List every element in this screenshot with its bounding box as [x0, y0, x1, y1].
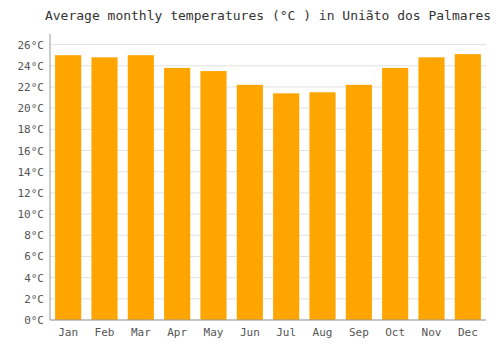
grid-line	[50, 44, 486, 45]
bar	[128, 55, 154, 320]
x-axis: Jan Feb Mar Apr May Jun Jul Aug Sep Oct Nov Dec	[58, 326, 478, 339]
bar	[346, 85, 372, 320]
bar	[455, 54, 481, 320]
x-tick-label: Aug	[313, 326, 333, 339]
bar	[164, 68, 190, 320]
bar	[382, 68, 408, 320]
x-axis-line	[50, 320, 486, 321]
chart: Average monthly temperatures (°C ) in Un…	[0, 0, 500, 350]
y-axis: 0°C 2°C 4°C 6°C 8°C 10°C 12°C 14°C 16°C 18°C 20°C 2…	[18, 39, 45, 327]
bar	[418, 57, 444, 320]
y-tick-label: 10°C	[18, 208, 45, 221]
bar	[55, 55, 81, 320]
y-tick-label: 4°C	[24, 272, 44, 285]
x-tick-label: Oct	[385, 326, 405, 339]
bar	[200, 71, 226, 320]
x-tick-label: Sep	[349, 326, 369, 339]
bar	[309, 92, 335, 320]
x-tick-label: May	[204, 326, 224, 339]
y-tick-label: 24°C	[18, 60, 45, 73]
bar	[273, 93, 299, 320]
grid	[50, 45, 486, 320]
x-tick-label: Mar	[131, 326, 151, 339]
x-tick-label: Dec	[458, 326, 478, 339]
x-tick-label: Feb	[95, 326, 115, 339]
y-tick-label: 14°C	[18, 166, 45, 179]
y-tick-label: 20°C	[18, 102, 45, 115]
x-tick-label: Jun	[240, 326, 260, 339]
x-tick-label: Jul	[276, 326, 296, 339]
title: Average monthly temperatures (°C ) in Un…	[45, 8, 491, 23]
x-tick-label: Nov	[422, 326, 442, 339]
bars	[55, 54, 481, 320]
bar	[237, 85, 263, 320]
grid-line	[50, 320, 486, 321]
y-tick-label: 0°C	[24, 314, 44, 327]
y-tick-label: 2°C	[24, 293, 44, 306]
y-axis-line	[50, 34, 51, 320]
bar	[91, 57, 117, 320]
y-tick-label: 18°C	[18, 123, 45, 136]
y-tick-label: 22°C	[18, 81, 45, 94]
y-tick-label: 16°C	[18, 145, 45, 158]
x-tick-label: Apr	[167, 326, 187, 339]
x-tick-label: Jan	[58, 326, 78, 339]
y-tick-label: 26°C	[18, 39, 45, 52]
y-tick-label: 12°C	[18, 187, 45, 200]
y-tick-label: 8°C	[24, 229, 44, 242]
y-tick-label: 6°C	[24, 250, 44, 263]
